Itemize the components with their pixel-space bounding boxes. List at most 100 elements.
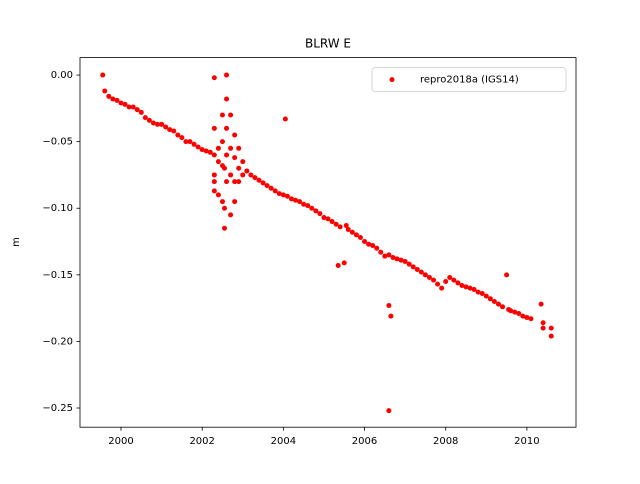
- data-point: [345, 227, 351, 233]
- data-point: [215, 145, 221, 151]
- data-point: [288, 196, 294, 202]
- data-point: [335, 263, 341, 269]
- y-tick-label: −0.10: [42, 203, 73, 214]
- data-point: [459, 282, 465, 288]
- data-point: [134, 107, 140, 113]
- data-point: [528, 316, 534, 322]
- data-point: [313, 208, 319, 214]
- y-tick-label: −0.15: [42, 270, 73, 281]
- data-point: [248, 172, 254, 178]
- data-point: [439, 285, 445, 291]
- data-point: [520, 313, 526, 319]
- data-point: [406, 261, 412, 267]
- data-point: [540, 320, 546, 326]
- data-point: [219, 139, 225, 145]
- data-point: [221, 205, 227, 211]
- data-point: [538, 301, 544, 307]
- data-point: [309, 205, 315, 211]
- data-point: [252, 175, 258, 181]
- data-point: [426, 274, 432, 280]
- data-point: [232, 132, 238, 138]
- data-point: [471, 286, 477, 292]
- data-point: [211, 152, 217, 158]
- data-point: [260, 180, 266, 186]
- data-point: [418, 269, 424, 275]
- data-point: [215, 159, 221, 165]
- data-point: [118, 100, 124, 106]
- data-point: [297, 199, 303, 205]
- y-tick-label: 0.00: [51, 70, 73, 81]
- data-point: [321, 215, 327, 221]
- data-point: [301, 201, 307, 207]
- data-point: [171, 128, 177, 134]
- data-point: [447, 274, 453, 280]
- data-point: [508, 308, 514, 314]
- y-axis-label: m: [11, 237, 22, 247]
- data-point: [179, 135, 185, 141]
- data-point: [414, 267, 420, 273]
- data-point: [463, 284, 469, 290]
- data-point: [366, 241, 372, 247]
- data-point: [435, 281, 441, 287]
- data-point: [219, 199, 225, 205]
- data-point: [268, 185, 274, 191]
- x-tick-label: 2006: [352, 436, 377, 447]
- data-point: [386, 408, 392, 414]
- plot-frame: [79, 57, 577, 428]
- data-point: [410, 264, 416, 270]
- data-point: [305, 203, 311, 209]
- data-point: [236, 179, 242, 185]
- data-point: [114, 97, 120, 103]
- data-point: [221, 225, 227, 231]
- data-point: [390, 255, 396, 261]
- data-point: [386, 302, 392, 308]
- data-point: [207, 149, 213, 155]
- data-point: [524, 314, 530, 320]
- data-point: [341, 260, 347, 266]
- data-point: [183, 139, 189, 145]
- data-point: [475, 289, 481, 295]
- data-point: [187, 139, 193, 145]
- data-point: [191, 141, 197, 147]
- data-point: [175, 132, 181, 138]
- data-point: [224, 179, 230, 185]
- data-point: [272, 188, 278, 194]
- data-point: [282, 116, 288, 122]
- data-point: [199, 147, 205, 153]
- data-point: [102, 88, 108, 94]
- data-point: [130, 104, 136, 110]
- data-point: [163, 124, 169, 130]
- data-point: [203, 148, 209, 154]
- data-point: [293, 197, 299, 203]
- data-point: [284, 193, 290, 199]
- data-point: [228, 172, 234, 178]
- data-point: [215, 192, 221, 198]
- data-point: [224, 72, 230, 78]
- data-point: [500, 304, 506, 310]
- data-point: [398, 257, 404, 263]
- data-point: [142, 115, 148, 121]
- chart-title: BLRW E: [305, 37, 351, 51]
- data-point: [155, 121, 161, 127]
- data-point: [224, 125, 230, 131]
- data-point: [382, 253, 388, 259]
- data-point: [211, 125, 217, 131]
- data-point: [138, 109, 144, 115]
- data-point: [317, 211, 323, 217]
- data-point: [388, 313, 394, 319]
- data-point: [467, 285, 473, 291]
- data-point: [110, 96, 116, 102]
- data-point: [232, 199, 238, 205]
- data-point: [422, 272, 428, 278]
- data-point: [224, 152, 230, 158]
- data-point: [232, 179, 238, 185]
- data-point: [221, 165, 227, 171]
- data-point: [516, 310, 522, 316]
- data-point: [256, 177, 262, 183]
- data-point: [211, 172, 217, 178]
- data-point: [167, 127, 173, 133]
- x-tick-label: 2004: [271, 436, 296, 447]
- data-point: [228, 112, 234, 118]
- data-point: [487, 296, 493, 302]
